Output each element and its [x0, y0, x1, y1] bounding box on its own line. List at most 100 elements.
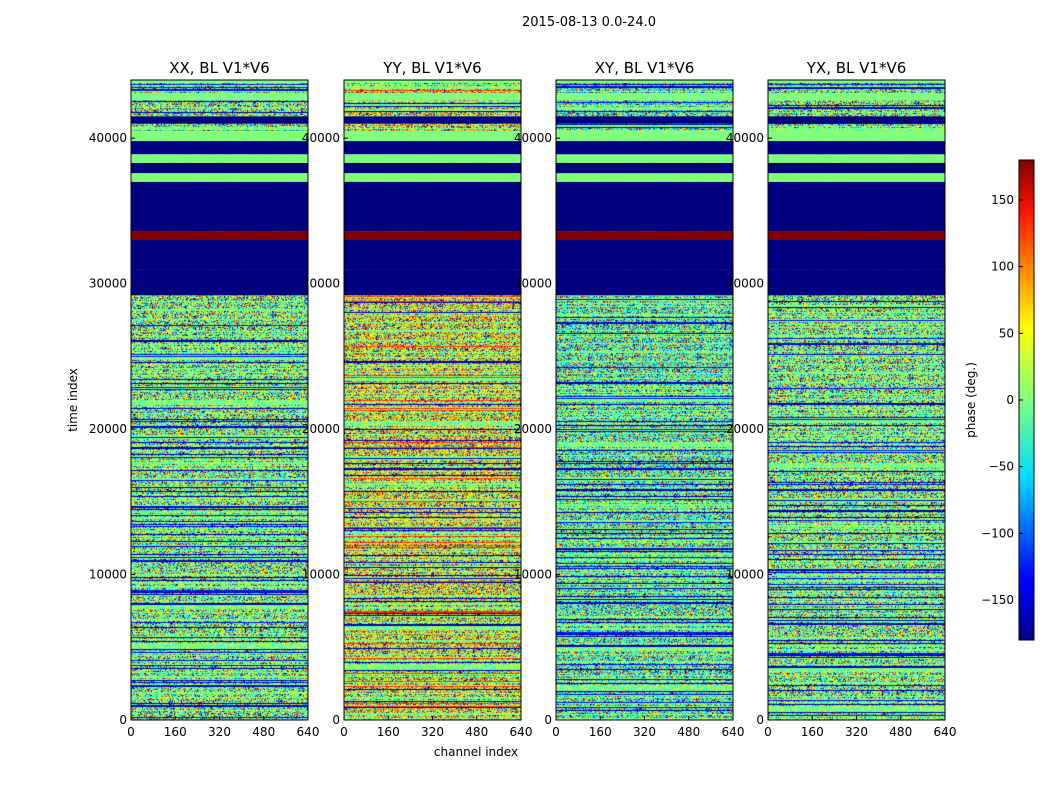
band-xy-11	[556, 80, 733, 83]
band-xy-10	[556, 93, 733, 101]
band-yy-1	[344, 240, 521, 270]
x-tick-label: 480	[465, 725, 488, 739]
band-yx-10	[768, 93, 945, 101]
x-tick-label: 160	[164, 725, 187, 739]
x-tick-label: 320	[633, 725, 656, 739]
y-tick-label: 10000	[302, 568, 340, 582]
band-xy-0	[556, 269, 733, 296]
band-xx-4	[131, 173, 308, 182]
y-tick-label: 30000	[726, 277, 764, 291]
x-tick-label: 0	[340, 725, 348, 739]
y-tick-label: 20000	[514, 422, 552, 436]
band-yy-7	[344, 141, 521, 155]
band-xx-3	[131, 181, 308, 232]
band-xy-6	[556, 154, 733, 163]
panel-title-xx: XX, BL V1*V6	[169, 59, 270, 77]
band-xx-1	[131, 240, 308, 270]
band-xx-10	[131, 93, 308, 101]
y-tick-label: 40000	[726, 131, 764, 145]
x-tick-label: 0	[764, 725, 772, 739]
colorbar-tick-label: 50	[999, 326, 1014, 340]
x-tick-label: 480	[252, 725, 275, 739]
y-tick-label: 40000	[89, 131, 127, 145]
band-xx-7	[131, 141, 308, 155]
x-tick-label: 320	[845, 725, 868, 739]
band-xx-6	[131, 154, 308, 163]
band-xy-2	[556, 231, 733, 240]
band-yy-4	[344, 173, 521, 182]
colorbar: −150 −100 −50 0 50 100 150 phase (deg.)	[964, 159, 1035, 641]
x-tick-label: 160	[589, 725, 612, 739]
band-xy-9	[556, 116, 733, 124]
x-axis-label: channel index	[434, 745, 518, 759]
x-tick-label: 480	[677, 725, 700, 739]
panel-title-xy: XY, BL V1*V6	[595, 59, 695, 77]
colorbar-tick-label: 150	[991, 193, 1014, 207]
colorbar-tick-label: −50	[989, 460, 1014, 474]
band-xy-5	[556, 162, 733, 174]
band-xx-5	[131, 162, 308, 174]
y-tick-label: 20000	[302, 422, 340, 436]
y-tick-label: 10000	[89, 568, 127, 582]
band-xx-2	[131, 231, 308, 240]
band-yx-2	[768, 231, 945, 240]
band-yx-3	[768, 181, 945, 232]
panel-yy: YY, BL V1*V6 0 160 320 480 640 0 10000 20000 3000…	[302, 59, 533, 739]
figure-suptitle: 2015-08-13 0.0-24.0	[522, 15, 656, 30]
panel-xy: XY, BL V1*V6 0 160 320 480 640 0 10000 20000 3000…	[514, 59, 745, 739]
band-xx-0	[131, 269, 308, 296]
x-tick-label: 0	[127, 725, 135, 739]
band-xx-9	[131, 116, 308, 124]
band-yx-1	[768, 240, 945, 270]
y-tick-label: 10000	[726, 568, 764, 582]
x-tick-label: 640	[510, 725, 533, 739]
x-tick-label: 480	[889, 725, 912, 739]
y-tick-label: 30000	[89, 277, 127, 291]
band-xx-8	[131, 130, 308, 142]
panel-xx: XX, BL V1*V6 0 160 320 480 640 0 10000 20000 3000…	[89, 59, 320, 739]
panels-group: XX, BL V1*V6 0 160 320 480 640 0 10000 20000 3000…	[89, 59, 957, 739]
band-yx-6	[768, 154, 945, 163]
band-xy-1	[556, 240, 733, 270]
band-xy-8	[556, 130, 733, 142]
panel-yx: YX, BL V1*V6 0 160 320 480 640 0 10000 20000 3000…	[726, 59, 957, 739]
y-tick-label: 40000	[302, 131, 340, 145]
x-tick-label: 320	[208, 725, 231, 739]
band-yy-2	[344, 231, 521, 240]
y-tick-label: 10000	[514, 568, 552, 582]
y-tick-label: 0	[119, 713, 127, 727]
y-axis-label: time index	[66, 368, 80, 432]
band-xy-3	[556, 181, 733, 232]
x-tick-label: 640	[297, 725, 320, 739]
band-yx-9	[768, 116, 945, 124]
band-yx-5	[768, 162, 945, 174]
x-tick-label: 320	[421, 725, 444, 739]
band-yx-0	[768, 269, 945, 296]
y-tick-label: 40000	[514, 131, 552, 145]
x-tick-label: 160	[377, 725, 400, 739]
colorbar-label: phase (deg.)	[964, 362, 978, 438]
panel-title-yy: YY, BL V1*V6	[382, 59, 481, 77]
y-tick-label: 30000	[514, 277, 552, 291]
y-tick-label: 0	[756, 713, 764, 727]
panel-title-yx: YX, BL V1*V6	[806, 59, 907, 77]
y-tick-label: 0	[332, 713, 340, 727]
band-yx-4	[768, 173, 945, 182]
band-xy-4	[556, 173, 733, 182]
y-tick-label: 20000	[89, 422, 127, 436]
x-tick-label: 640	[934, 725, 957, 739]
band-yy-3	[344, 181, 521, 232]
band-yy-10	[344, 93, 521, 101]
band-yx-11	[768, 80, 945, 83]
band-yx-8	[768, 130, 945, 142]
band-yy-0	[344, 269, 521, 296]
band-xx-11	[131, 80, 308, 83]
band-yy-9	[344, 116, 521, 124]
colorbar-tick-label: 100	[991, 260, 1014, 274]
y-tick-label: 0	[544, 713, 552, 727]
band-yy-11	[344, 80, 521, 83]
colorbar-tick-label: 0	[1006, 393, 1014, 407]
colorbar-tick-label: −100	[981, 526, 1014, 540]
x-tick-label: 160	[801, 725, 824, 739]
